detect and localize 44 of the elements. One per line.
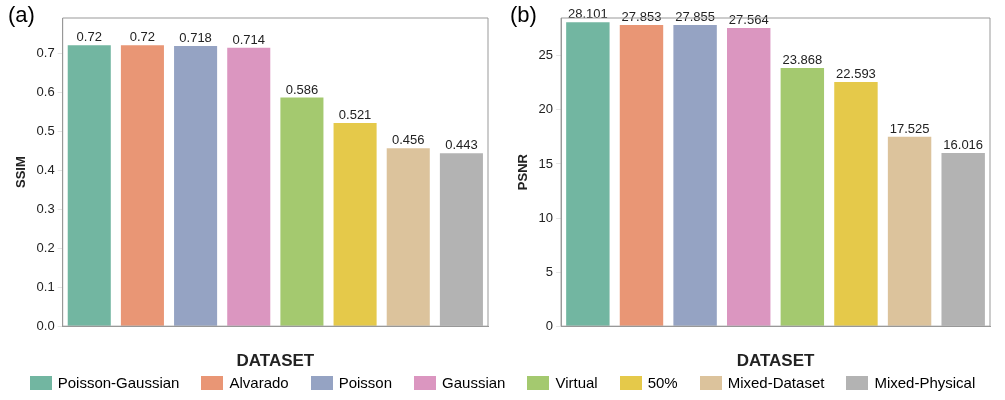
data-label: 17.525: [889, 120, 930, 136]
data-label: 28.101: [567, 6, 608, 22]
x-axis-title: DATASET: [736, 351, 816, 371]
y-tick-label: 0.4: [36, 161, 55, 177]
x-axis-title: DATASET: [236, 351, 315, 371]
data-label: 0.714: [232, 31, 266, 47]
y-tick-label: 0: [545, 317, 554, 333]
y-tick-label: 10: [538, 209, 554, 225]
data-label: 0.72: [129, 29, 156, 45]
y-tick-label: 0.5: [36, 122, 55, 138]
data-label: 0.586: [285, 81, 319, 97]
data-label: 16.016: [943, 137, 984, 153]
legend-label: Mixed-Dataset: [727, 374, 825, 391]
y-tick-label: 0.3: [36, 200, 55, 216]
data-label: 27.853: [621, 9, 662, 25]
y-tick-label: 0.0: [36, 317, 55, 333]
y-axis-title: PSNR: [515, 153, 531, 191]
data-label: 27.855: [675, 9, 715, 25]
y-tick-label: 0.6: [36, 83, 55, 99]
legend-label: Alvarado: [229, 374, 289, 391]
data-label: 0.521: [338, 107, 372, 123]
data-label: 23.868: [782, 52, 823, 68]
y-tick-label: 15: [538, 155, 554, 171]
y-tick-label: 25: [538, 47, 554, 63]
chart-title: (a): [8, 2, 35, 28]
legend-label: Gaussian: [442, 374, 506, 391]
legend-label: Poisson: [338, 374, 393, 391]
data-label: 22.593: [836, 65, 876, 81]
legend-label: Poisson-Gaussian: [57, 374, 180, 391]
data-label: 27.564: [728, 12, 769, 28]
y-axis-title: SSIM: [13, 156, 29, 188]
legend-label: 50%: [647, 374, 678, 391]
legend-label: Mixed-Physical: [874, 374, 976, 391]
y-tick-label: 0.2: [36, 239, 55, 255]
legend-label: Virtual: [555, 374, 598, 391]
data-label: 0.443: [445, 137, 478, 153]
data-label: 0.718: [179, 30, 212, 46]
data-label: 0.456: [391, 132, 425, 148]
data-label: 0.72: [76, 29, 102, 45]
y-tick-label: 0.1: [36, 278, 55, 294]
chart-title: (b): [510, 2, 537, 28]
y-tick-label: 0.7: [36, 44, 55, 60]
y-tick-label: 5: [545, 263, 554, 279]
y-tick-label: 20: [538, 101, 554, 117]
